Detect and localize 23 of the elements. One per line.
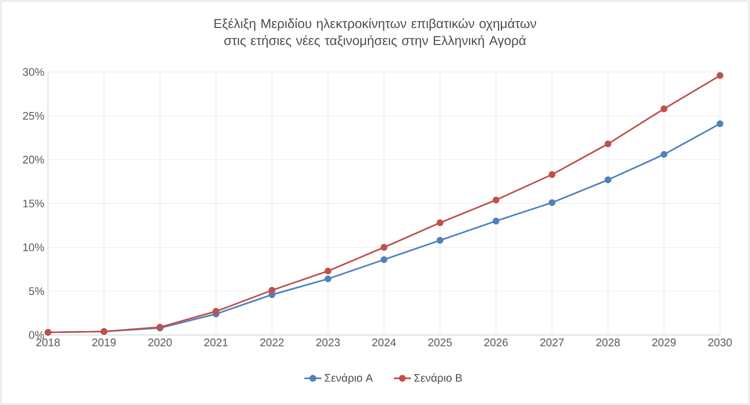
x-tick-label: 2024 [372, 338, 396, 346]
legend-label: Σενάριο Α [324, 373, 373, 384]
y-tick-label: 10% [23, 243, 44, 252]
y-tick-label: 5% [29, 287, 44, 296]
x-tick-label: 2019 [92, 338, 116, 346]
x-tick-label: 2021 [204, 338, 228, 346]
x-tick-label: 2029 [652, 338, 676, 346]
x-tick-label: 2026 [484, 338, 508, 346]
y-tick-label: 30% [22, 68, 44, 76]
x-tick-label: 2025 [428, 338, 452, 346]
legend-label: Σενάριο Β [414, 373, 462, 384]
chart-title: Εξέλιξη Μεριδίου ηλεκτροκίνητων επιβατικών οχημάτων στις ετήσιες νέες ταξινομήσεις στην Ελληνική Αγορά [214, 18, 536, 48]
x-tick-label: 2028 [596, 338, 620, 346]
x-tick-label: 2018 [36, 338, 60, 346]
y-tick-label: 15% [23, 200, 44, 208]
y-tick-label: 25% [23, 112, 44, 120]
x-tick-label: 2020 [148, 338, 172, 346]
x-tick-label: 2027 [540, 338, 564, 346]
x-tick-label: 2030 [708, 338, 732, 346]
x-tick-label: 2022 [260, 338, 284, 346]
y-tick-label: 0% [28, 331, 44, 339]
x-tick-label: 2023 [316, 338, 340, 346]
y-tick-label: 20% [23, 156, 44, 164]
